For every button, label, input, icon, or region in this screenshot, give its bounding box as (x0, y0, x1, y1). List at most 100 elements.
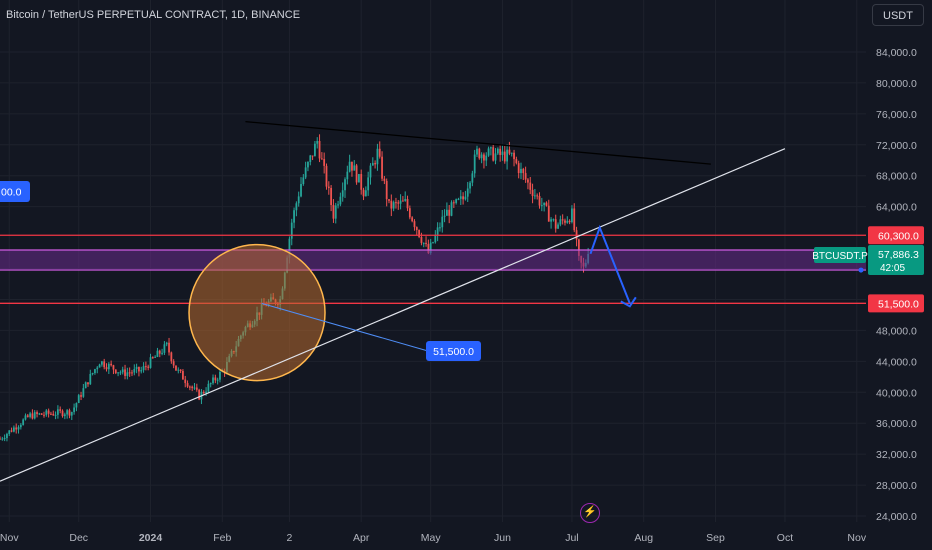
candle (503, 151, 506, 162)
candle (351, 161, 353, 171)
callout-label: 51,500.0 (433, 346, 474, 358)
candle (561, 219, 564, 221)
candle (295, 203, 298, 211)
candle (107, 363, 110, 370)
candle (8, 430, 11, 434)
candle (170, 352, 173, 362)
lightning-icon[interactable]: ⚡ (580, 503, 600, 523)
x-tick-label: Nov (847, 532, 866, 544)
chart-title: Bitcoin / TetherUS PERPETUAL CONTRACT, 1… (6, 9, 301, 21)
candle (156, 350, 159, 357)
candle (182, 371, 184, 380)
candle (316, 140, 319, 144)
candle (124, 369, 126, 376)
candle (422, 242, 425, 244)
candle (151, 357, 154, 359)
candle (429, 242, 432, 254)
candle (73, 407, 75, 413)
candle (1, 438, 4, 440)
candle (487, 148, 490, 156)
candle (77, 395, 80, 404)
x-tick-label: Jun (494, 532, 511, 544)
candle (198, 389, 201, 400)
candle (209, 383, 212, 385)
candle (392, 202, 395, 209)
candle (364, 190, 367, 197)
candle (334, 205, 337, 219)
candle (469, 182, 471, 189)
currency-button[interactable]: USDT (872, 4, 924, 26)
candle (54, 414, 57, 416)
x-tick-label: Aug (634, 532, 653, 544)
candle (330, 187, 333, 206)
symbol-label: BTCUSDT.P (812, 251, 868, 262)
candle (397, 202, 400, 204)
candle (332, 205, 335, 219)
candle (161, 352, 163, 354)
candle (175, 365, 177, 371)
candle (353, 165, 356, 171)
candle (293, 210, 295, 223)
candle (17, 427, 20, 430)
candle (355, 165, 358, 183)
candle (117, 372, 119, 374)
candle (390, 200, 393, 209)
resistance-label-box (868, 226, 924, 245)
candle (462, 196, 465, 200)
candle (52, 413, 55, 416)
y-tick-label: 84,000.0 (876, 47, 917, 59)
candle (564, 220, 566, 223)
x-tick-label: Apr (353, 532, 370, 544)
candle (568, 220, 571, 223)
y-tick-label: 68,000.0 (876, 171, 917, 183)
x-tick-label: Sep (706, 532, 725, 544)
candle (325, 165, 328, 187)
candle (87, 382, 89, 385)
candle (554, 219, 557, 229)
y-tick-label: 72,000.0 (876, 140, 917, 152)
candle (524, 173, 527, 180)
candle (172, 361, 175, 366)
candle (290, 222, 293, 239)
candle (439, 227, 441, 229)
candle (75, 403, 78, 408)
candle (26, 415, 29, 417)
candle (506, 149, 508, 162)
candle (219, 371, 221, 380)
candle (527, 179, 529, 183)
candle (177, 369, 180, 371)
candle (420, 236, 423, 243)
candle (557, 224, 559, 229)
candle (47, 410, 50, 414)
candle (309, 155, 312, 163)
support-price-label: 51,500.0 (868, 294, 924, 313)
y-tick-label: 64,000.0 (876, 202, 917, 214)
candle (483, 154, 485, 161)
candle (369, 165, 372, 178)
candle (112, 365, 115, 370)
y-tick-label: 32,000.0 (876, 449, 917, 461)
candle (311, 155, 314, 157)
candle (110, 363, 113, 366)
candle (94, 369, 96, 373)
callout-line (261, 302, 429, 352)
candle (337, 204, 339, 206)
candle (341, 190, 344, 197)
arrow-down-icon (620, 296, 637, 308)
candle (323, 159, 326, 166)
candle (205, 391, 207, 394)
candle (142, 366, 145, 371)
candle (478, 148, 481, 159)
candle (84, 382, 87, 389)
x-tick-label: Oct (777, 532, 793, 544)
candle (61, 410, 64, 417)
candle (577, 239, 580, 256)
candle (33, 412, 36, 419)
candle (297, 196, 300, 204)
candle (346, 171, 349, 180)
candle (31, 413, 34, 419)
candle (207, 383, 210, 392)
candle (103, 361, 106, 368)
